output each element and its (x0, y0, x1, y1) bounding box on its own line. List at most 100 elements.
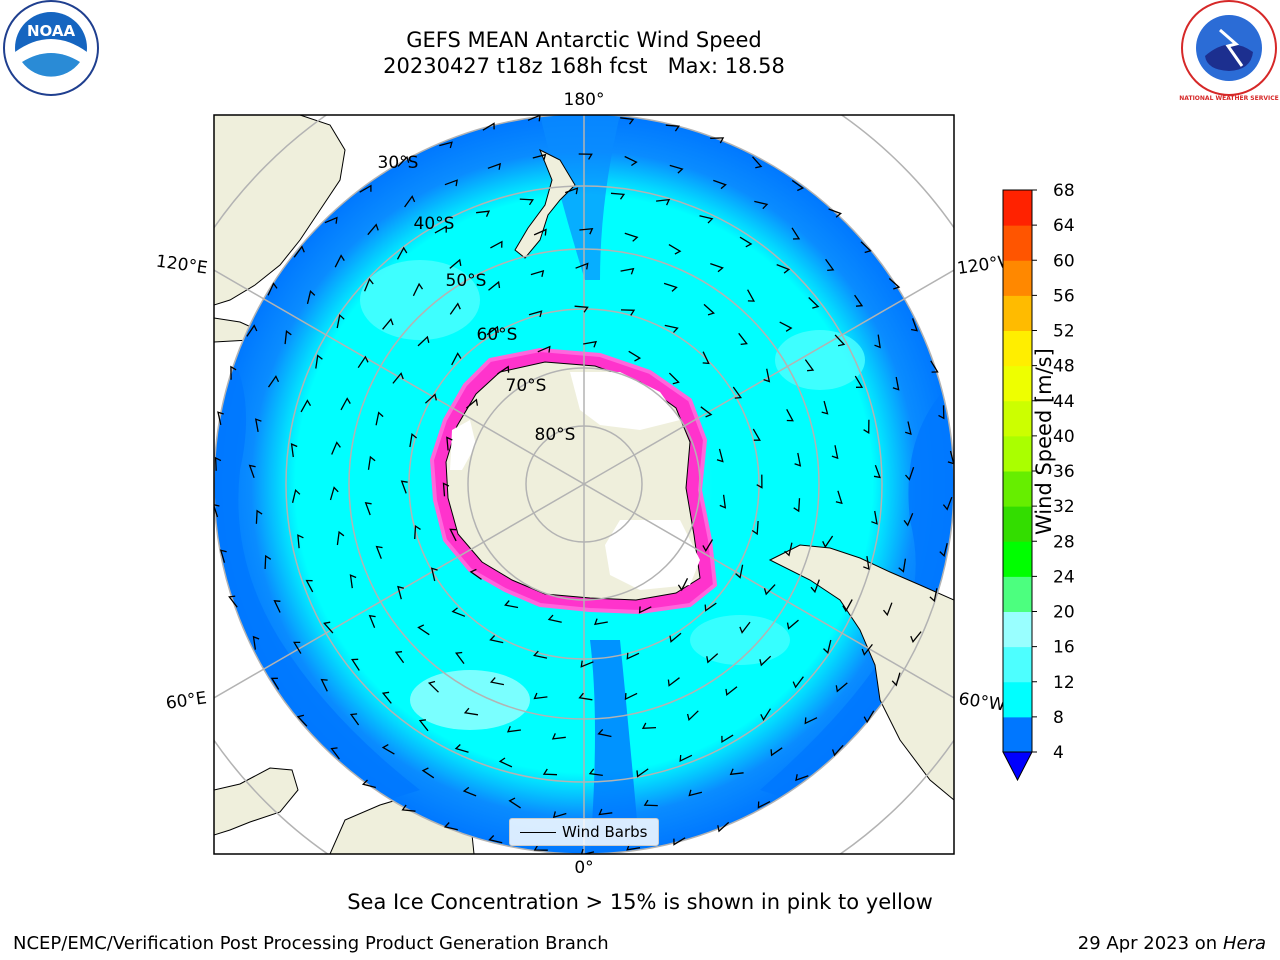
lon-label-120e: 120°E (155, 252, 209, 279)
wind-barb (732, 386, 742, 399)
wind-barb (446, 436, 453, 451)
wind-barb (417, 335, 430, 347)
wind-barb (305, 579, 314, 593)
wind-barb (930, 360, 939, 373)
colorbar-segment (1003, 260, 1032, 296)
wind-barb (763, 368, 771, 383)
wind-barb (752, 156, 763, 169)
wind-barb (336, 530, 345, 546)
colorbar-title: Wind Speed [m/s] (1032, 348, 1056, 535)
wind-barb (861, 643, 873, 656)
wind-barb (444, 179, 458, 187)
wind-barb (336, 313, 345, 329)
wind-barb (331, 441, 341, 455)
wind-barb (537, 345, 551, 353)
lat-label-30s: 30°S (378, 153, 419, 173)
wind-barb (255, 509, 263, 524)
wind-barb (443, 822, 458, 831)
wind-barb (533, 844, 548, 851)
lat-label-70s: 70°S (506, 376, 547, 396)
colorbar-tick-label: 64 (1053, 216, 1075, 236)
wind-barb (489, 635, 504, 644)
wind-barb (397, 585, 404, 600)
wind-barb (656, 198, 671, 206)
colorbar-segment (1003, 365, 1032, 402)
wind-barb (679, 754, 693, 762)
wind-barb (504, 600, 519, 609)
wind-barb (300, 399, 312, 413)
legend-line-swatch (520, 832, 556, 833)
wind-barb (349, 713, 360, 726)
wind-barb (673, 837, 686, 846)
wind-barb (784, 542, 793, 557)
wind-barb (417, 624, 430, 636)
wind-barb (688, 789, 703, 797)
wind-barb (533, 692, 548, 700)
colorbar-segment (1003, 576, 1032, 612)
wind-barb (739, 621, 751, 634)
wind-barb (297, 534, 304, 549)
wind-barb (451, 607, 466, 617)
wind-barb (427, 680, 439, 693)
wind-barb (791, 227, 801, 240)
wind-barb (910, 631, 922, 643)
colorbar-segment (1003, 471, 1032, 507)
wind-barb (340, 397, 351, 411)
map-area (214, 115, 954, 854)
wind-barb (939, 542, 948, 558)
wind-barb (489, 677, 505, 686)
wind-barb (831, 445, 839, 460)
wind-barb (686, 710, 699, 722)
wind-barb (392, 372, 404, 384)
wind-barb (449, 528, 457, 542)
colorbar-segment (1003, 190, 1032, 226)
wind-barb (400, 480, 408, 494)
wind-barb (368, 614, 376, 629)
wind-barb (710, 262, 724, 273)
colorbar-segment (1003, 646, 1032, 683)
wind-barb (580, 660, 594, 668)
colorbar-tick-label: 68 (1053, 181, 1075, 201)
wind-barb (942, 496, 953, 511)
colorbar-segment (1003, 225, 1032, 261)
wind-barb (747, 289, 756, 302)
wind-barb (367, 223, 379, 236)
wind-barb (756, 474, 763, 489)
footer-date-text: 29 Apr 2023 on (1077, 933, 1223, 954)
wind-barb (620, 267, 635, 275)
wind-barb (795, 774, 809, 782)
colorbar-segment (1003, 435, 1032, 472)
colorbar-tick-label: 24 (1053, 567, 1075, 587)
wind-barb (463, 707, 479, 716)
wind-barb (854, 294, 864, 307)
wind-barb (306, 290, 316, 305)
map-subtitle: 20230427 t18z 168h fcst Max: 18.58 (383, 54, 785, 78)
wind-barb (757, 801, 771, 809)
wind-barb (214, 456, 222, 471)
wind-barb (668, 244, 682, 255)
colorbar-segment (1003, 611, 1032, 648)
wind-barb (842, 599, 853, 613)
wind-barb (564, 187, 579, 195)
wind-barb (578, 153, 593, 160)
sea-ice-note: Sea Ice Concentration > 15% is shown in … (347, 890, 933, 914)
wind-barb (482, 122, 495, 131)
wind-barb (580, 848, 595, 854)
svg-text:NATIONAL WEATHER SERVICE: NATIONAL WEATHER SERVICE (1179, 95, 1278, 102)
wind-barb (508, 797, 521, 809)
colorbar-tick-label: 28 (1053, 532, 1075, 552)
wind-barb (626, 843, 641, 851)
footer-credit: NCEP/EMC/Verification Post Processing Pr… (13, 933, 609, 954)
svg-text:NOAA: NOAA (27, 22, 76, 40)
wind-barb (825, 258, 835, 272)
wind-barb (533, 650, 548, 659)
wind-barb (330, 747, 340, 760)
wind-barb (284, 329, 292, 345)
wind-barb (910, 318, 918, 332)
wind-barb (770, 747, 783, 757)
wind-barb (643, 799, 658, 807)
wind-barb (759, 655, 772, 667)
wind-barb (414, 524, 421, 540)
wind-barb (641, 722, 657, 730)
wind-barb (404, 195, 416, 208)
